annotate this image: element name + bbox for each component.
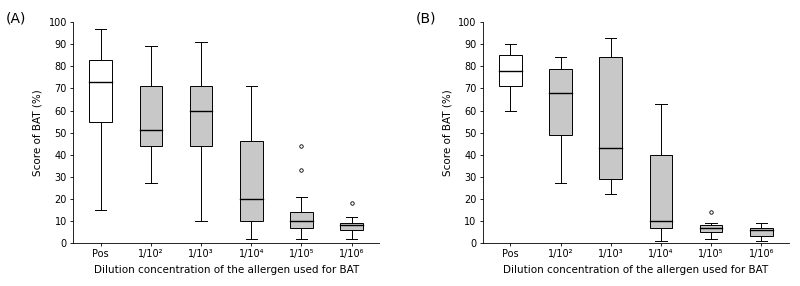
Bar [190,86,212,146]
X-axis label: Dilution concentration of the allergen used for BAT: Dilution concentration of the allergen u… [503,265,769,275]
Bar [599,57,622,179]
Y-axis label: Score of BAT (%): Score of BAT (%) [442,89,453,176]
Text: (A): (A) [6,11,26,25]
Bar [499,55,522,86]
X-axis label: Dilution concentration of the allergen used for BAT: Dilution concentration of the allergen u… [94,265,358,275]
Bar [700,225,722,232]
Bar [90,60,112,122]
Bar [290,212,313,228]
Bar [550,69,572,135]
Bar [750,228,773,237]
Bar [340,223,363,230]
Bar [650,155,672,228]
Bar [240,142,262,221]
Bar [139,86,162,146]
Y-axis label: Score of BAT (%): Score of BAT (%) [33,89,43,176]
Text: (B): (B) [415,11,436,25]
